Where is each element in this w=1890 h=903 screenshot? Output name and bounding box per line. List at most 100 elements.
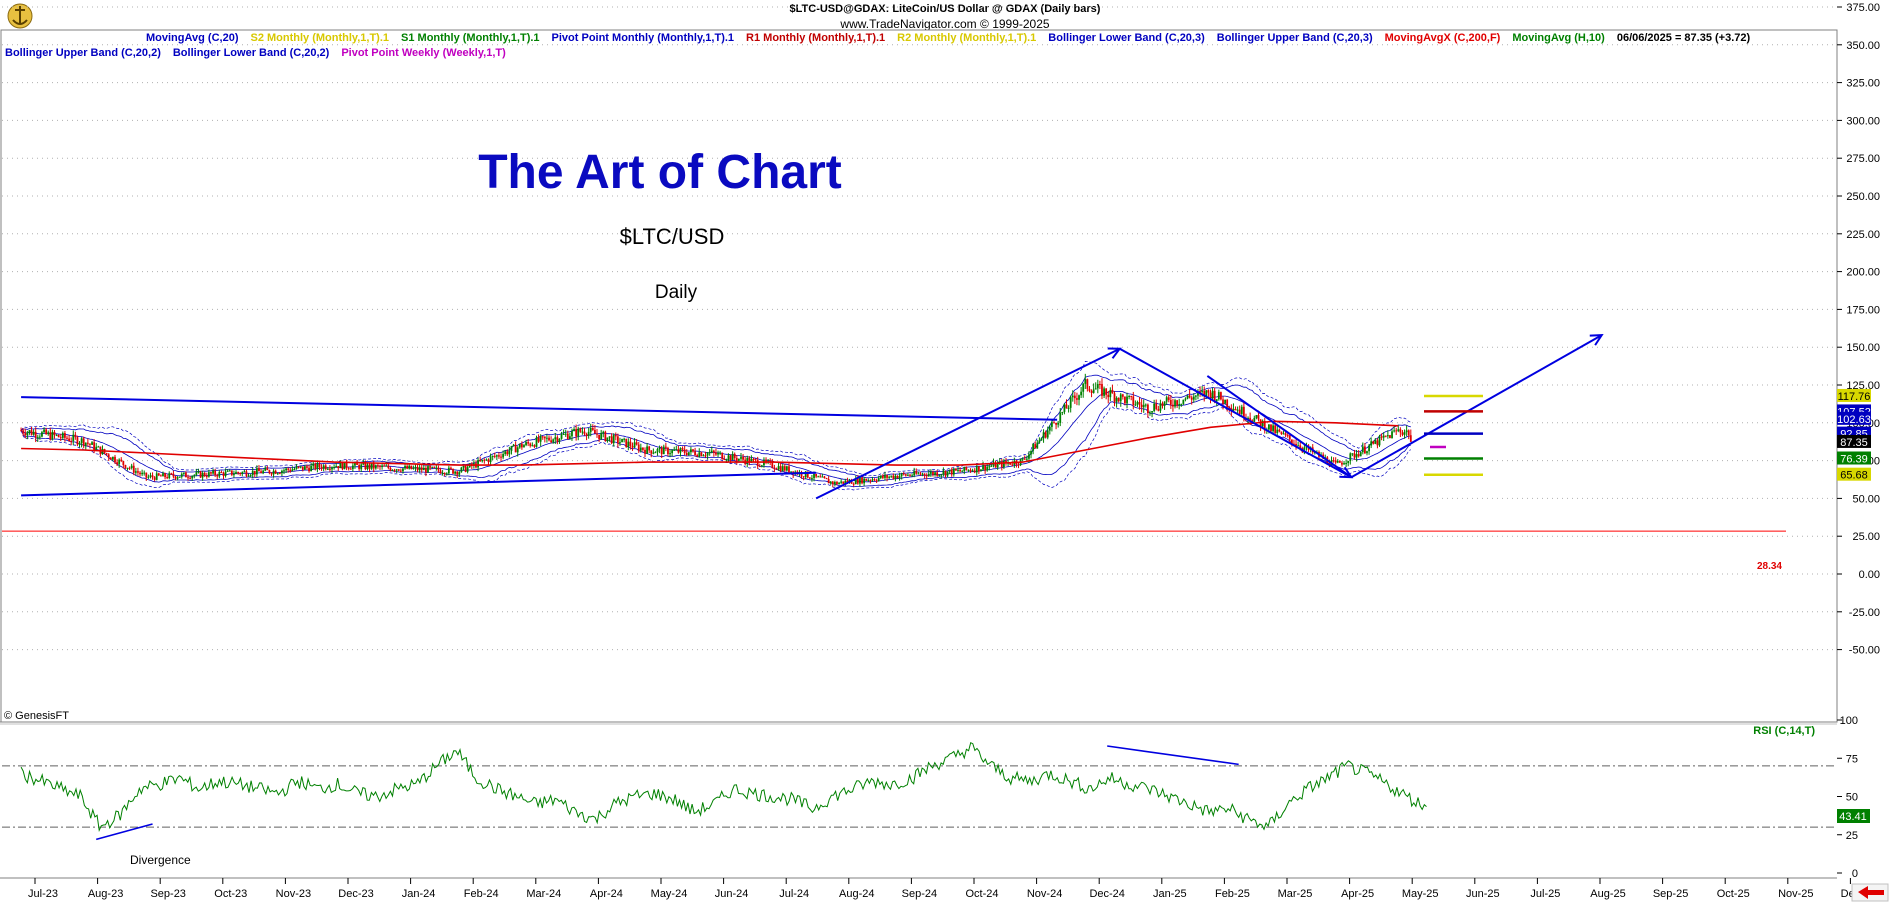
candle-body [804,471,807,478]
candle-body [1272,425,1274,432]
candle-body [487,459,490,463]
candle-body [1009,462,1012,465]
candle-body [506,451,509,455]
candle-body [379,465,381,467]
candle-body [51,431,54,440]
candle-body [124,465,127,469]
candle-body [61,433,64,438]
candle-body [97,446,100,448]
candle-body [1155,403,1158,410]
candle-body [765,459,767,463]
candle-body [404,466,406,469]
candle-body [735,458,738,461]
candle-body [155,473,158,480]
candle-body [566,433,569,440]
candle-body [740,456,742,459]
time-tick-label: Jan-24 [402,888,436,900]
candle-body [287,468,290,470]
candle-body [32,431,35,435]
candle-body [86,442,89,444]
candle-body [20,430,22,432]
rsi-axis: 100 75 50 25 0 [1837,715,1858,880]
candle-body [1247,417,1249,420]
candle-body [1086,379,1089,389]
candle-body [118,459,121,465]
candle-body [1238,409,1241,414]
candle-body [483,459,486,461]
candle-body [1053,422,1055,424]
decline-trendline-2 [1206,375,1352,479]
candle-body [1182,399,1185,404]
candle-body [973,470,976,473]
candle-body [1069,397,1072,408]
indicator-label: MovingAvg (H,10) [1512,32,1605,44]
candle-body [610,436,613,444]
candle-body [1268,424,1270,430]
candle-body [500,456,502,458]
candle-body [243,471,246,473]
ma200-line [21,420,1399,466]
candle-body [1115,397,1118,402]
candle-body [1065,404,1068,409]
candle-body [771,461,774,468]
candle-body [1034,444,1037,449]
candle-body [725,459,728,461]
candle-body [406,466,409,469]
candle-body [1368,445,1370,452]
candle-body [827,479,830,484]
candle-body [568,436,571,440]
candle-body [917,473,920,475]
candle-body [750,458,753,463]
candle-body [437,467,440,471]
candle-body [829,481,832,484]
indicator-legend-row2: Bollinger Upper Band (C,20,2) Bollinger L… [5,47,506,59]
rsi-divergence-line [96,823,153,841]
candle-body [489,456,492,463]
candle-body [1349,453,1352,461]
candle-body [554,437,557,440]
candle-body [671,450,674,454]
rsi-tick-label: 75 [1846,753,1858,765]
candle-body [1107,394,1110,398]
rsi-polyline [20,741,1427,833]
scroll-right-arrow-icon[interactable] [1851,883,1889,902]
candle-body [1213,390,1216,402]
indicator-label: 06/06/2025 = 87.35 (+3.72) [1617,32,1751,44]
candle-body [913,471,916,476]
candle-body [274,470,277,474]
candle-body [510,446,513,451]
candle-body [1192,396,1195,400]
candle-body [896,475,899,479]
candle-body [109,457,112,460]
price-tick-label: 25.00 [1852,531,1880,543]
candle-body [591,428,594,430]
candle-body [1364,446,1366,454]
candle-body [1117,397,1120,402]
price-tick-label: 225.00 [1846,229,1880,241]
candle-body [495,455,498,457]
candle-body [1124,396,1126,404]
candle-body [692,449,694,452]
candle-body [1042,432,1045,439]
candle-body [984,465,987,471]
candle-body [166,477,169,479]
candle-body [464,466,467,472]
price-badge-text: 117.76 [1838,391,1871,403]
candle-body [247,475,250,477]
candle-body [560,434,563,439]
candle-body [1399,429,1402,433]
candle-body [91,442,93,445]
candle-body [381,465,383,467]
time-tick-label: May-24 [651,888,688,900]
candle-body [149,475,152,477]
candle-body [1178,403,1181,406]
time-axis: Jul-23 Aug-23 Sep-23 Oct-23 Nov-23 Dec-23 Jan-… [28,878,1876,900]
candle-body [825,478,828,480]
candle-body [1211,390,1214,399]
candle-body [600,432,603,440]
time-tick-label: Oct-25 [1717,888,1750,900]
price-tick-label: 175.00 [1846,304,1880,316]
candle-body [861,477,863,484]
rsi-tick-label: 0 [1852,868,1858,880]
